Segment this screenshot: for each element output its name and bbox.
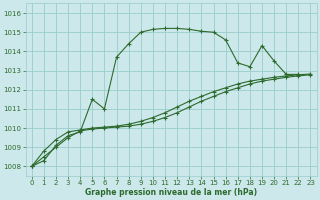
X-axis label: Graphe pression niveau de la mer (hPa): Graphe pression niveau de la mer (hPa): [85, 188, 257, 197]
